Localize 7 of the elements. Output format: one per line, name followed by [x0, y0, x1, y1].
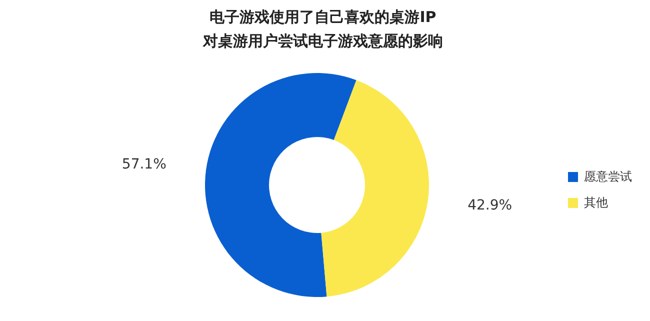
- donut-slice: [205, 73, 356, 297]
- data-label: 42.9%: [468, 197, 512, 214]
- data-label: 57.1%: [122, 156, 166, 172]
- legend-label: 其他: [584, 195, 608, 210]
- chart-title: 电子游戏使用了自己喜欢的桌游IP 对桌游用户尝试电子游戏意愿的影响: [202, 8, 443, 50]
- legend-label: 愿意尝试: [584, 169, 632, 184]
- donut-slice: [321, 80, 429, 297]
